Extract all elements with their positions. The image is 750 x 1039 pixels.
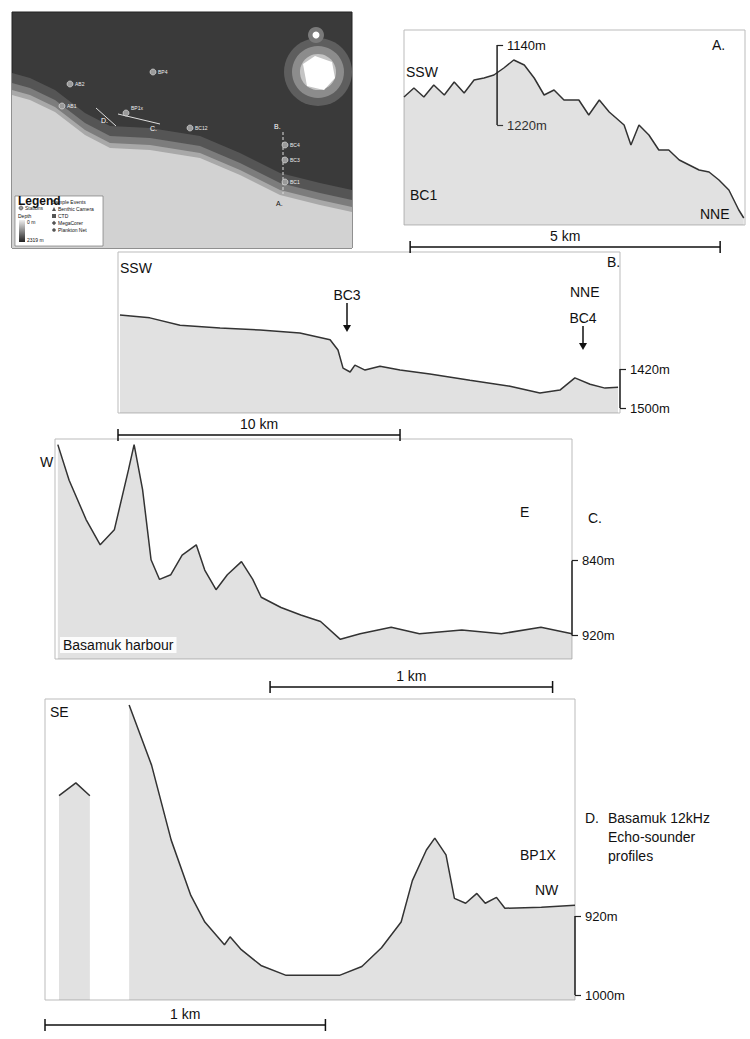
svg-text:Basamuk 12kHz: Basamuk 12kHz bbox=[608, 810, 714, 826]
svg-text:1 km: 1 km bbox=[170, 1006, 200, 1022]
svg-text:D.: D. bbox=[585, 810, 599, 826]
svg-text:SSW: SSW bbox=[406, 64, 439, 80]
svg-text:Basamuk harbour: Basamuk harbour bbox=[63, 637, 174, 653]
svg-text:Benthic Camera: Benthic Camera bbox=[58, 206, 94, 212]
svg-text:BC4: BC4 bbox=[290, 142, 300, 148]
svg-text:Stations: Stations bbox=[25, 205, 44, 211]
svg-text:BC4: BC4 bbox=[569, 310, 596, 326]
svg-text:840m: 840m bbox=[582, 553, 615, 568]
svg-text:B.: B. bbox=[274, 123, 281, 130]
svg-text:1500m: 1500m bbox=[630, 401, 670, 416]
svg-text:Depth: Depth bbox=[18, 213, 32, 219]
svg-text:NNE: NNE bbox=[700, 206, 730, 222]
svg-text:1 km: 1 km bbox=[396, 668, 426, 684]
svg-text:5 km: 5 km bbox=[550, 228, 580, 244]
svg-text:Sample Events: Sample Events bbox=[52, 199, 86, 205]
svg-text:Plankton Net: Plankton Net bbox=[58, 227, 87, 233]
svg-text:profiles: profiles bbox=[608, 848, 653, 864]
svg-text:E: E bbox=[520, 504, 529, 520]
svg-text:10 km: 10 km bbox=[240, 416, 278, 432]
svg-text:BC3: BC3 bbox=[290, 157, 300, 163]
svg-text:A.: A. bbox=[276, 200, 283, 207]
svg-text:C.: C. bbox=[588, 510, 602, 526]
svg-text:2319 m: 2319 m bbox=[27, 237, 44, 243]
svg-text:920m: 920m bbox=[582, 628, 615, 643]
svg-text:A.: A. bbox=[712, 37, 725, 53]
svg-text:BP4: BP4 bbox=[158, 69, 168, 75]
svg-text:NNE: NNE bbox=[570, 284, 600, 300]
svg-text:BC1: BC1 bbox=[410, 187, 437, 203]
svg-text:Legend: Legend bbox=[18, 194, 61, 208]
svg-text:SSW: SSW bbox=[120, 260, 153, 276]
svg-text:BC3: BC3 bbox=[333, 287, 360, 303]
svg-text:AB1: AB1 bbox=[67, 103, 77, 109]
svg-text:MegaCorer: MegaCorer bbox=[58, 220, 83, 226]
svg-text:SE: SE bbox=[50, 704, 69, 720]
svg-text:BC12: BC12 bbox=[195, 125, 208, 131]
svg-text:1140m: 1140m bbox=[507, 38, 546, 53]
svg-text:Echo-sounder: Echo-sounder bbox=[608, 829, 699, 845]
svg-text:0 m: 0 m bbox=[27, 219, 35, 225]
svg-text:BC1: BC1 bbox=[290, 179, 300, 185]
svg-text:1420m: 1420m bbox=[630, 362, 670, 377]
svg-text:BP1X: BP1X bbox=[520, 847, 556, 863]
svg-text:D.: D. bbox=[101, 117, 108, 124]
svg-text:CTD: CTD bbox=[58, 213, 69, 219]
svg-text:B.: B. bbox=[607, 254, 620, 270]
svg-text:920m: 920m bbox=[585, 909, 618, 924]
svg-text:NW: NW bbox=[535, 882, 559, 898]
svg-text:C.: C. bbox=[150, 125, 157, 132]
svg-text:W: W bbox=[40, 454, 54, 470]
svg-text:BP1x: BP1x bbox=[131, 105, 143, 111]
svg-text:1000m: 1000m bbox=[585, 988, 625, 1003]
svg-text:AB2: AB2 bbox=[75, 81, 85, 87]
